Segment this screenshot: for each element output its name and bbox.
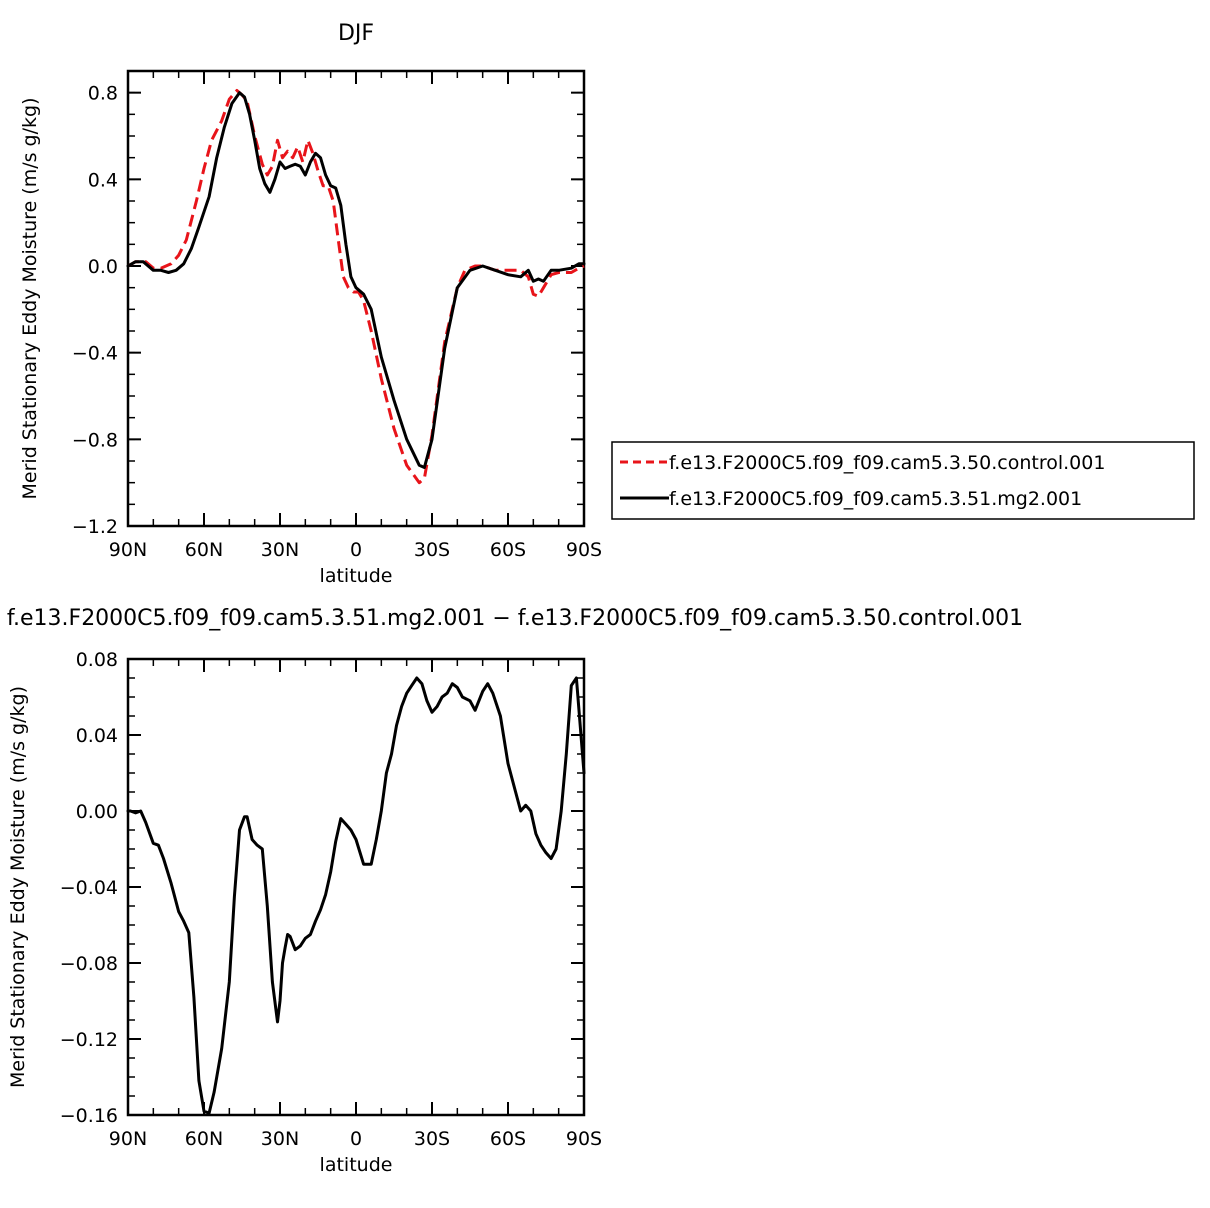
legend-box xyxy=(611,441,1195,520)
x-tick-label: 30N xyxy=(261,539,299,561)
bottom-panel: 90N 60N 30N 0 30S 60S 90S 0.08 0.04 0.00 −0.04 −0.0… xyxy=(7,606,1023,1176)
y-tick-label: 0.08 xyxy=(76,649,118,671)
y-tick-label: −1.2 xyxy=(72,516,118,538)
x-tick-label: 0 xyxy=(350,539,362,561)
series-line xyxy=(126,676,586,1115)
y-tick-label: −0.8 xyxy=(72,429,118,451)
x-tick-label: 30S xyxy=(414,1128,450,1150)
x-tick-label: 90N xyxy=(109,1128,147,1150)
y-tick-label: 0.4 xyxy=(88,169,118,191)
x-tick-label: 90N xyxy=(109,539,147,561)
plot-title: f.e13.F2000C5.f09_f09.cam5.3.51.mg2.001 … xyxy=(7,606,1023,631)
x-tick-label: 60N xyxy=(185,1128,223,1150)
x-tick-label: 30N xyxy=(261,1128,299,1150)
y-tick-label: 0.8 xyxy=(88,83,118,105)
y-tick-label: 0.0 xyxy=(88,256,118,278)
series-line xyxy=(126,91,586,469)
control-series-line xyxy=(127,89,585,485)
y-tick-label: −0.4 xyxy=(72,343,118,365)
y-axis-title: Merid Stationary Eddy Moisture (m/s g/kg… xyxy=(19,98,41,500)
x-tick-label: 60S xyxy=(490,1128,526,1150)
plot-title: DJF xyxy=(338,21,374,46)
x-tick-label: 90S xyxy=(566,539,602,561)
y-tick-label: 0.00 xyxy=(76,801,118,823)
legend-label: f.e13.F2000C5.f09_f09.cam5.3.51.mg2.001 xyxy=(669,488,1082,510)
x-tick-label: 60S xyxy=(490,539,526,561)
top-panel: 90N 60N 30N 0 30S 60S 90S 0.8 0.4 0.0 −0.4 −0.8 −1.2… xyxy=(19,21,602,587)
y-tick-label: 0.04 xyxy=(76,725,118,747)
x-tick-label: 30S xyxy=(414,539,450,561)
x-axis-title: latitude xyxy=(320,1154,393,1176)
y-axis-title: Merid Stationary Eddy Moisture (m/s g/kg… xyxy=(7,686,29,1088)
y-tick-label: −0.16 xyxy=(60,1105,118,1127)
x-axis-title: latitude xyxy=(320,565,393,587)
legend: f.e13.F2000C5.f09_f09.cam5.3.50.control.… xyxy=(611,441,1195,520)
x-tick-label: 0 xyxy=(350,1128,362,1150)
x-tick-label: 60N xyxy=(185,539,223,561)
plot-frame xyxy=(126,69,586,528)
x-tick-label: 90S xyxy=(566,1128,602,1150)
y-tick-label: −0.08 xyxy=(60,953,118,975)
y-tick-label: −0.04 xyxy=(60,877,118,899)
legend-label: f.e13.F2000C5.f09_f09.cam5.3.50.control.… xyxy=(669,452,1105,474)
y-tick-label: −0.12 xyxy=(60,1029,118,1051)
